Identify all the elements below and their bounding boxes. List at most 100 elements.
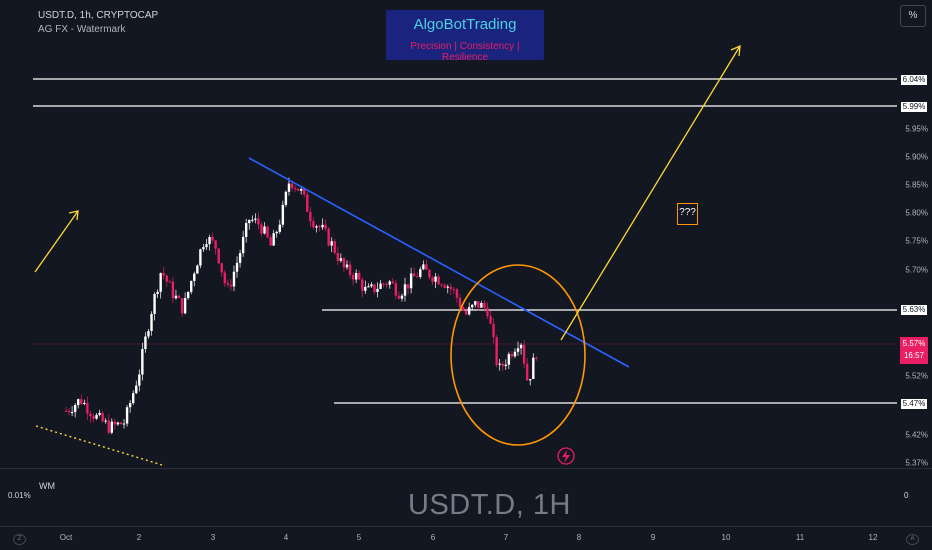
brand-title: AlgoBotTrading [413, 16, 517, 33]
candle-body [183, 298, 187, 314]
candle-body [385, 284, 388, 286]
candle-body [455, 289, 459, 298]
candle-body [254, 218, 257, 220]
indicator-right-value: 0 [904, 491, 909, 500]
price-tick: 5.37% [905, 458, 928, 468]
symbol-line[interactable]: USDT.D, 1h, CRYPTOCAP [38, 10, 159, 21]
price-tick: 5.70% [905, 265, 928, 275]
candle-body [141, 349, 144, 375]
candle-body [92, 416, 95, 419]
indicator-line[interactable]: AG FX - Watermark [38, 24, 126, 35]
candle-body [376, 288, 379, 292]
candle-body [516, 348, 520, 352]
candle-body [504, 364, 507, 366]
indicator-pane[interactable]: WM 0.01% USDT.D, 1H 0 [0, 468, 932, 526]
candle-body [208, 236, 211, 245]
candle-body [403, 284, 407, 296]
candle-body [113, 421, 117, 425]
candle-body [409, 273, 413, 289]
percent-scale-button[interactable]: % [900, 5, 926, 27]
candle-body [412, 273, 416, 277]
candle-body [190, 280, 193, 292]
candle-body [199, 249, 202, 266]
candle-body [202, 247, 205, 250]
candle-body [73, 405, 77, 413]
timezone-icon[interactable]: Z [13, 534, 26, 545]
candle-body [529, 378, 532, 381]
candle-body [110, 421, 114, 433]
level-label-5-99: 5.99% [900, 101, 928, 113]
candle-body [370, 284, 373, 287]
bar-countdown: 16:57 [903, 351, 925, 360]
candle-body [67, 410, 71, 413]
candle-body [379, 283, 382, 289]
candle-body [318, 226, 321, 228]
candle-body [492, 323, 495, 338]
candle-body [180, 298, 184, 314]
candle-body [287, 183, 291, 192]
candle-body [535, 357, 538, 359]
symbol-info: USDT.D, 1h, CRYPTOCAP AG FX - Watermark [38, 9, 158, 37]
candle-body [428, 269, 431, 278]
time-label: 3 [210, 533, 216, 542]
candle-body [388, 281, 391, 285]
candle-body [196, 265, 199, 274]
candle-body [471, 304, 474, 308]
candle-body [425, 264, 428, 270]
candle-body [406, 284, 410, 289]
candle-body [116, 422, 120, 425]
candle-body [272, 233, 275, 246]
candle-body [525, 363, 529, 381]
alert-lightning-icon[interactable] [557, 447, 575, 465]
candle-body [165, 275, 168, 282]
candle-body [358, 272, 361, 280]
candle-body [351, 274, 355, 280]
price-chart[interactable] [0, 0, 897, 468]
candle-body [303, 189, 306, 195]
candle-body [223, 272, 227, 284]
candle-body [95, 414, 98, 419]
candle-body [449, 286, 453, 290]
candle-body [226, 283, 230, 285]
candle-body [244, 223, 248, 237]
candle-body [513, 351, 517, 357]
candle-body [235, 262, 239, 272]
candle-body [177, 295, 181, 299]
current-price-label: 5.57% 16:57 [900, 337, 928, 364]
candle-body [284, 191, 288, 205]
price-tick: 5.95% [905, 124, 928, 134]
candle-body [119, 422, 123, 425]
chart-area[interactable]: USDT.D, 1h, CRYPTOCAP AG FX - Watermark … [0, 0, 897, 468]
candle-body [290, 183, 294, 188]
candle-body [131, 393, 135, 404]
candle-body [80, 399, 83, 404]
time-label: 9 [650, 533, 656, 542]
candle-body [125, 407, 129, 424]
candle-body [296, 188, 300, 191]
candle-body [416, 276, 419, 278]
price-tick: 5.75% [905, 236, 928, 246]
candle-body [64, 410, 68, 412]
brand-banner: AlgoBotTrading Precision | Consistency |… [386, 10, 544, 63]
candle-body [373, 284, 376, 292]
price-tick: 5.42% [905, 430, 928, 440]
time-axis[interactable]: Z Oct 2 3 4 5 6 7 8 9 10 11 12 A [0, 526, 932, 550]
candle-body [144, 336, 147, 350]
candle-body [354, 272, 358, 280]
candle-body [361, 279, 364, 291]
price-axis[interactable]: 6.04% 5.99% 5.95% 5.90% 5.85% 5.80% 5.75… [897, 0, 932, 468]
candle-body [193, 273, 196, 281]
candle-body [345, 264, 349, 268]
auto-scale-icon[interactable]: A [906, 534, 919, 545]
level-label-6-04: 6.04% [900, 74, 928, 86]
candle-body [330, 241, 333, 246]
candle-body [364, 286, 367, 291]
candle-body [162, 273, 165, 276]
candle-body [299, 189, 303, 191]
candle-body [138, 374, 141, 386]
candle-body [333, 241, 336, 253]
candle-body [89, 413, 92, 417]
candle-body [205, 244, 208, 248]
candle-body [135, 385, 138, 394]
candle-body [122, 423, 126, 425]
